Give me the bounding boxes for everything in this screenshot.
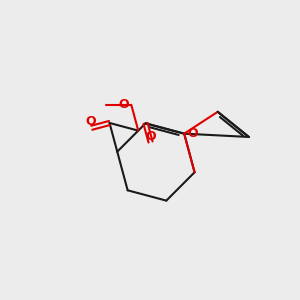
Text: O: O bbox=[187, 127, 198, 140]
Text: O: O bbox=[118, 98, 129, 111]
Text: O: O bbox=[145, 130, 156, 142]
Text: O: O bbox=[85, 115, 96, 128]
